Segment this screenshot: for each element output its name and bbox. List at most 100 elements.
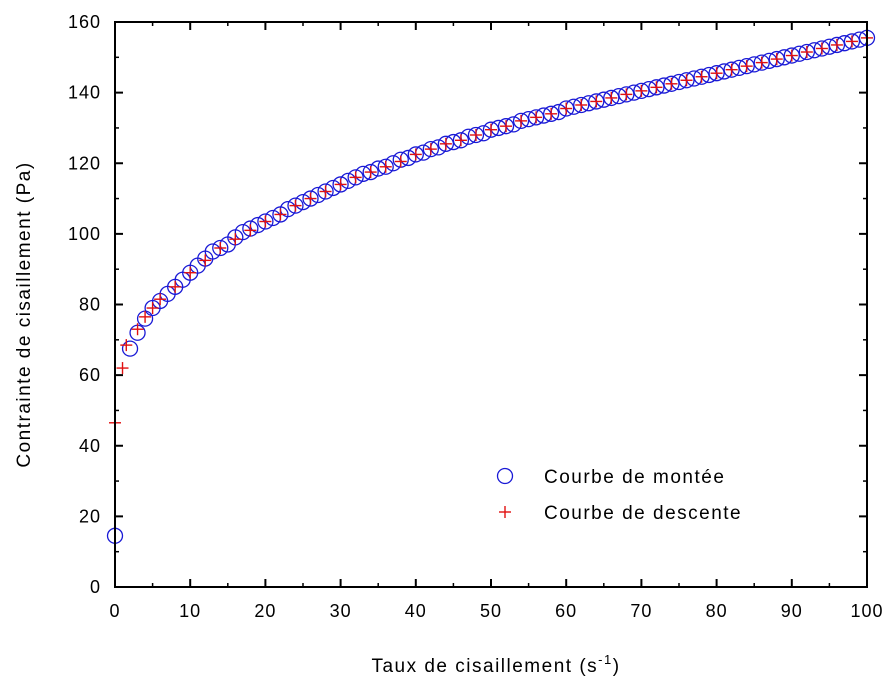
data-point-montee	[798, 43, 815, 61]
x-tick-label: 70	[630, 601, 652, 621]
data-point-montee	[302, 190, 319, 207]
data-point-descente	[695, 70, 708, 83]
data-point-montee	[527, 109, 545, 126]
data-point-montee	[347, 169, 364, 186]
data-point-descente	[304, 192, 317, 205]
data-point-descente	[590, 95, 603, 108]
y-tick-label: 120	[68, 153, 101, 173]
data-point-descente	[515, 114, 528, 127]
x-tick-label: 90	[781, 601, 803, 621]
data-point-montee	[482, 121, 500, 138]
data-marks	[106, 29, 876, 544]
axis-tick-labels: 0 10 20 30 40 50 60 70 80 90 100 0 20 40 60 80 100 120 140…	[68, 12, 883, 621]
data-point-descente	[214, 242, 227, 254]
data-point-descente	[454, 134, 467, 147]
data-point-descente	[485, 123, 497, 136]
y-tick-label: 100	[68, 224, 101, 244]
data-point-descente	[120, 339, 133, 352]
data-point-descente	[605, 91, 618, 104]
data-point-montee	[543, 105, 560, 122]
data-point-montee	[663, 75, 680, 92]
data-point-descente	[154, 293, 167, 306]
y-tick-label: 60	[79, 365, 101, 385]
data-point-descente	[740, 60, 753, 73]
data-point-descente	[184, 266, 197, 279]
data-point-descente	[116, 362, 129, 375]
x-tick-label: 60	[555, 601, 577, 621]
data-point-descente	[439, 137, 452, 150]
legend-marker-plus-icon	[499, 506, 511, 518]
data-point-descente	[409, 148, 422, 161]
data-point-descente	[785, 49, 798, 62]
data-point-montee	[452, 132, 470, 149]
data-point-descente	[169, 280, 182, 293]
data-point-descente	[530, 111, 543, 124]
data-point-montee	[843, 33, 861, 50]
data-point-descente	[650, 81, 663, 94]
data-point-montee	[287, 197, 304, 214]
data-point-descente	[500, 120, 513, 133]
data-point-descente	[379, 160, 392, 173]
data-point-descente	[259, 215, 272, 228]
data-point-descente	[131, 323, 144, 336]
data-point-descente	[139, 310, 152, 323]
data-point-montee	[828, 36, 846, 54]
data-point-descente	[349, 171, 362, 184]
data-point-descente	[545, 107, 558, 120]
y-tick-label: 20	[79, 506, 101, 526]
x-tick-label: 50	[480, 601, 502, 621]
legend-label-descente: Courbe de descente	[544, 503, 742, 524]
data-point-montee	[618, 86, 635, 103]
legend-marker-circle-icon	[496, 467, 514, 485]
y-tick-label: 80	[79, 295, 101, 315]
data-point-descente	[274, 208, 287, 221]
axis-ticks	[114, 21, 868, 588]
x-tick-label: 10	[179, 601, 201, 621]
x-axis-title: Taux de cisaillement (s-1)	[371, 652, 620, 677]
y-axis-title: Contrainte de cisaillement (Pa)	[14, 161, 35, 467]
legend: Courbe de montée Courbe de descente	[496, 467, 742, 524]
data-point-descente	[815, 42, 828, 55]
data-point-montee	[693, 68, 710, 85]
data-point-descente	[560, 102, 573, 115]
data-point-montee	[648, 79, 665, 96]
data-point-montee	[678, 72, 695, 89]
data-point-montee	[422, 140, 439, 158]
data-point-descente	[845, 35, 858, 48]
data-point-montee	[437, 135, 455, 152]
data-point-montee	[723, 61, 740, 78]
data-point-montee	[588, 93, 605, 110]
data-point-descente	[680, 74, 693, 87]
data-point-montee	[813, 40, 831, 57]
data-point-montee	[738, 57, 755, 75]
data-point-montee	[257, 213, 274, 230]
data-point-descente	[800, 46, 813, 59]
data-point-montee	[467, 126, 485, 144]
data-point-descente	[755, 56, 768, 69]
data-point-montee	[558, 100, 575, 117]
data-point-montee	[121, 340, 139, 357]
x-tick-label: 40	[405, 601, 427, 621]
data-point-descente	[319, 185, 332, 198]
data-point-montee	[497, 118, 515, 135]
data-point-descente	[665, 77, 678, 90]
data-point-descente	[289, 199, 302, 212]
data-point-descente	[244, 224, 257, 237]
data-point-montee	[332, 176, 349, 193]
data-point-descente	[394, 155, 407, 168]
legend-plus-marker	[499, 506, 511, 518]
x-tick-label: 80	[706, 601, 728, 621]
data-point-descente	[334, 178, 347, 191]
y-tick-label: 0	[90, 577, 101, 597]
x-tick-label: 0	[109, 601, 120, 621]
data-point-descente	[575, 98, 588, 111]
data-point-descente	[710, 67, 723, 80]
series-1	[109, 31, 873, 429]
y-tick-label: 140	[68, 83, 101, 103]
y-tick-label: 40	[79, 436, 101, 456]
legend-circle-marker	[496, 467, 514, 485]
data-point-montee	[212, 239, 229, 257]
y-tick-label: 160	[68, 12, 101, 32]
